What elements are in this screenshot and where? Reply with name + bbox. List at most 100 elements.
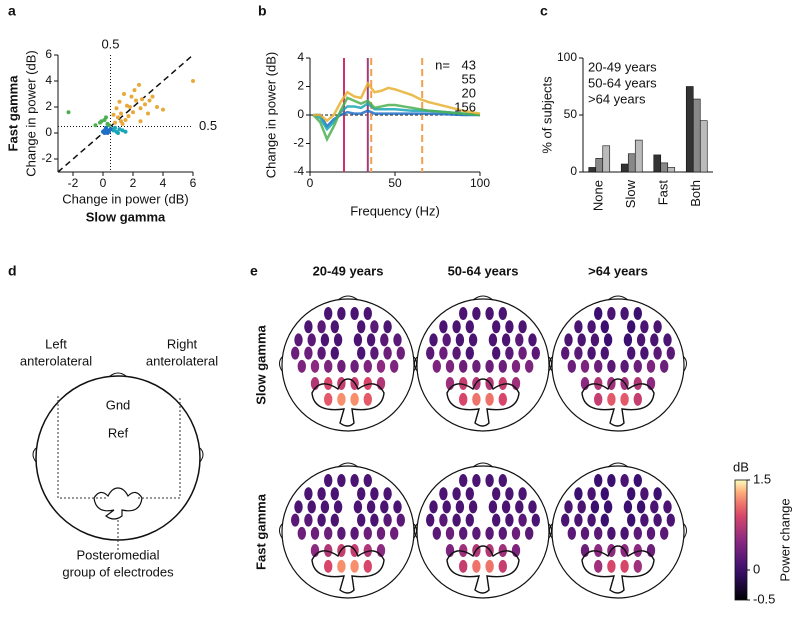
point (126, 114, 131, 119)
point (155, 105, 159, 109)
panel-label: a (8, 3, 16, 19)
electrode (337, 526, 346, 540)
point (150, 94, 155, 99)
ear (414, 523, 418, 539)
electrode (505, 487, 514, 501)
electrode (317, 487, 326, 501)
electrode (564, 333, 573, 347)
electrode (492, 513, 501, 527)
point (119, 111, 123, 116)
electrode (396, 346, 405, 360)
electrode (627, 513, 636, 527)
point (66, 110, 71, 115)
electrode (317, 513, 326, 527)
electrode (531, 346, 540, 360)
electrode (607, 359, 616, 373)
electrode (650, 333, 659, 347)
electrode (337, 474, 346, 488)
column-title: 50-64 years (448, 263, 519, 278)
bar (667, 167, 676, 173)
ear (683, 523, 687, 539)
electrode (363, 307, 372, 321)
point (104, 125, 108, 130)
electrode (580, 359, 590, 373)
point (146, 111, 150, 116)
point (138, 106, 143, 111)
electrode (488, 500, 498, 514)
electrode (304, 513, 313, 527)
electrode (485, 474, 494, 488)
legend-entry: 20 (462, 85, 476, 100)
posterior-group-outline (446, 545, 520, 594)
electrode (492, 320, 501, 334)
electrode (324, 359, 333, 373)
y-tick-label: 0 (45, 125, 52, 139)
electrode (498, 392, 507, 406)
point (119, 119, 123, 124)
electrode (498, 376, 507, 390)
electrode (518, 513, 527, 527)
electrode (330, 346, 339, 360)
electrode (567, 526, 576, 540)
electrode (337, 307, 346, 321)
electrode (472, 307, 481, 321)
electrode (370, 513, 379, 527)
electrode (607, 392, 616, 406)
electrode (518, 320, 527, 334)
electrode (633, 376, 642, 390)
electrode (498, 474, 507, 488)
electrode (291, 346, 300, 360)
electrode-group (93, 487, 143, 520)
electrode (452, 487, 461, 501)
electrode (429, 500, 438, 514)
ear (32, 447, 37, 463)
electrode (498, 559, 507, 573)
y-axis-label: Change in power (dB) (23, 50, 38, 176)
electrode (488, 333, 498, 347)
electrode (432, 359, 441, 373)
label: anterolateral (20, 353, 92, 368)
electrode (452, 320, 461, 334)
x-tick-label: 6 (190, 176, 197, 190)
bar (653, 154, 662, 173)
line (312, 96, 481, 143)
electrode (442, 500, 451, 514)
electrode (468, 333, 478, 347)
electrode (390, 359, 399, 373)
point (117, 99, 122, 104)
electrode (650, 500, 659, 514)
point (120, 128, 125, 133)
electrode (350, 559, 359, 573)
legend-entry: 43 (462, 57, 476, 72)
electrode (363, 376, 372, 390)
electrode (640, 320, 649, 334)
electrode (663, 500, 672, 514)
ear (683, 356, 687, 372)
column-title: >64 years (588, 263, 648, 278)
electrode (653, 513, 662, 527)
point (122, 92, 126, 96)
electrode (498, 526, 507, 540)
posterior-group-outline (446, 378, 520, 427)
electrode (501, 333, 511, 347)
nose (337, 295, 359, 301)
point (123, 129, 128, 134)
y-tick-label: 50 (564, 107, 578, 121)
electrode (363, 526, 372, 540)
electrode (459, 307, 468, 321)
electrode (620, 392, 629, 406)
electrode (439, 487, 448, 501)
y-axis-label: % of subjects (539, 76, 554, 154)
nose (607, 295, 629, 301)
electrode (333, 333, 343, 347)
electrode (383, 320, 392, 334)
electrode (525, 526, 534, 540)
bar (620, 163, 629, 173)
electrode (324, 543, 333, 557)
electrode (465, 346, 474, 360)
electrode (594, 526, 603, 540)
x-tick-label: 50 (388, 176, 402, 190)
electrode (587, 487, 596, 501)
electrode (501, 500, 511, 514)
